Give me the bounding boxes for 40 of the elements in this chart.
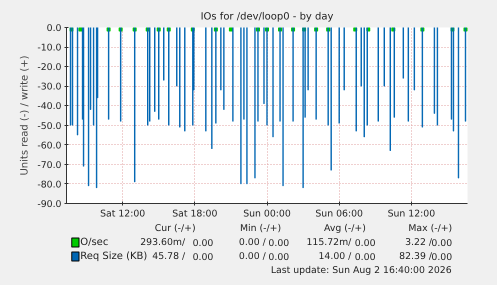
y-tick-label: -90.0 (37, 199, 62, 210)
legend-label: O/sec (80, 237, 108, 248)
x-tick-label: Sun 00:00 (243, 208, 291, 220)
text: Last update: Sun Aug 2 16:40:00 2026 (270, 265, 452, 276)
text: 0.00 (354, 238, 376, 249)
text: 14.00 / (318, 251, 352, 262)
text: 45.78 / (152, 251, 186, 262)
text: 0.00 / (238, 237, 267, 248)
y-tick-label: -80.0 (37, 179, 62, 190)
x-tick-label: Sat 18:00 (172, 208, 218, 220)
y-tick-label: -10.0 (37, 42, 62, 54)
text: 0.00 (268, 238, 290, 249)
text: 82.39 / (399, 251, 433, 262)
text: 0.00 (268, 252, 290, 263)
y-tick-label: -20.0 (37, 62, 62, 74)
text: 0.00 (431, 238, 452, 249)
text: Min (-/+) (240, 223, 282, 234)
text: Max (-/+) (408, 223, 452, 234)
text: 0.00 (192, 238, 214, 249)
text: 3.22 / (405, 237, 433, 248)
text: 0.00 / (238, 251, 267, 262)
y-tick-label: -40.0 (37, 101, 62, 112)
y-axis-title: Units read (-) / write (+) (19, 55, 30, 176)
chart-title: IOs for /dev/loop0 - by day (200, 12, 334, 22)
text: 293.60m/ (140, 237, 186, 248)
x-tick-label: Sun 06:00 (315, 208, 364, 220)
text: Cur (-/+) (154, 223, 196, 234)
legend-label: Req Size (KB) (80, 251, 148, 262)
text: 115.72m/ (306, 237, 352, 248)
x-tick-label: Sat 12:00 (100, 208, 146, 220)
y-tick-label: -70.0 (37, 160, 62, 171)
text: 0.00 (192, 252, 214, 263)
text: Avg (-/+) (324, 223, 366, 234)
x-tick-label: Sun 12:00 (388, 208, 436, 220)
y-tick-label: -60.0 (37, 140, 62, 152)
y-tick-label: 0.0 (46, 23, 62, 34)
y-tick-label: -30.0 (37, 82, 62, 93)
y-tick-label: -50.0 (37, 120, 62, 132)
text: 0.00 (354, 252, 376, 263)
text: 0.00 (431, 252, 452, 263)
